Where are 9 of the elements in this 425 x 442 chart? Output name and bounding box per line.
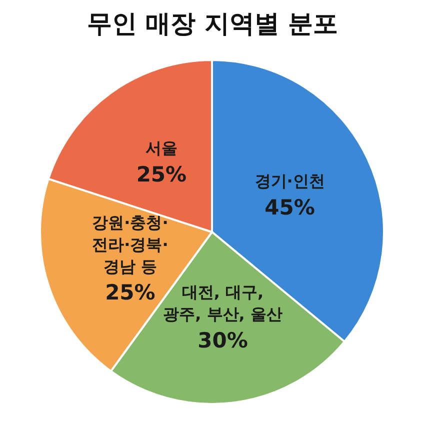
slice-label: 대전, 대구, 광주, 부산, 울산: [163, 282, 282, 324]
data-label: 25%: [105, 280, 156, 305]
slice-label: 강원·충청· 전라·경북· 경남 등: [92, 212, 168, 276]
data-label: 25%: [136, 162, 187, 186]
data-label: 30%: [198, 328, 248, 352]
slice-label: 서울: [145, 138, 178, 158]
data-label: 45%: [264, 195, 315, 220]
slice-label: 경기·인천: [254, 172, 325, 191]
chart-title: 무인 매장 지역별 분포: [86, 9, 338, 38]
